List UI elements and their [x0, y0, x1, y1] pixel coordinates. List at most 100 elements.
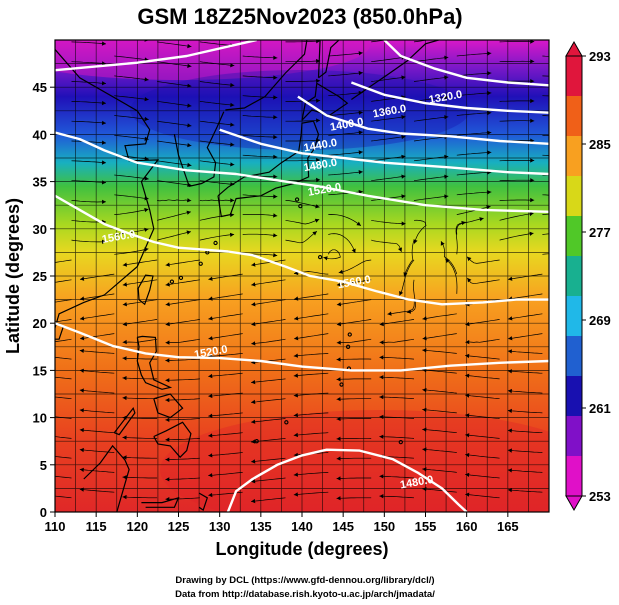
colorbar-segment — [566, 336, 582, 377]
coastline — [141, 496, 180, 508]
streamline-arrow — [316, 98, 321, 103]
streamline-arrow — [101, 120, 106, 125]
streamline — [323, 249, 341, 260]
contour-label: 1360.0 — [372, 103, 407, 121]
streamline — [465, 338, 500, 343]
height-contour — [226, 448, 468, 512]
streamline — [242, 95, 278, 98]
y-tick-label: 40 — [33, 127, 47, 142]
streamline — [199, 180, 235, 185]
streamline-arrow — [507, 388, 512, 394]
streamline-arrow — [80, 296, 85, 301]
x-tick-label: 150 — [373, 519, 395, 534]
streamline-arrow — [80, 276, 85, 281]
streamline-arrow — [102, 199, 106, 204]
colorbar-segment — [566, 256, 582, 297]
streamline — [165, 378, 200, 381]
colorbar-segment — [566, 176, 582, 217]
streamline — [122, 357, 158, 360]
streamline — [328, 92, 363, 97]
streamline-arrow — [487, 90, 492, 96]
streamline — [336, 398, 372, 400]
streamline — [55, 456, 72, 459]
y-tick-label: 15 — [33, 363, 47, 378]
streamline-arrow — [273, 75, 278, 80]
streamline — [422, 488, 457, 493]
streamline-arrow — [208, 316, 213, 321]
streamline-arrow — [401, 174, 406, 179]
streamline-arrow — [379, 394, 384, 400]
contour-label: 1520.0 — [307, 181, 342, 199]
streamline — [413, 40, 431, 43]
streamline-arrow — [122, 302, 127, 307]
streamline-arrow — [273, 194, 278, 199]
streamline — [122, 417, 158, 419]
coastline — [113, 406, 136, 436]
streamline-arrow — [37, 302, 41, 306]
streamline-arrow — [101, 61, 106, 66]
streamline — [499, 179, 535, 182]
streamline — [508, 293, 543, 300]
streamline — [499, 232, 534, 241]
streamline — [165, 438, 200, 441]
streamline-arrow — [530, 40, 535, 44]
streamline — [440, 241, 458, 275]
streamline — [499, 120, 535, 122]
streamline-arrow — [101, 180, 106, 185]
streamline-arrow — [230, 182, 235, 187]
streamline — [71, 81, 107, 84]
streamline-arrow — [379, 494, 384, 499]
y-axis-label: Latitude (degrees) — [3, 198, 23, 354]
streamline — [455, 221, 466, 255]
streamline-arrow — [507, 349, 512, 354]
streamline-arrow — [273, 115, 278, 120]
streamline-arrow — [293, 492, 298, 497]
streamline — [71, 120, 107, 124]
height-contours — [55, 40, 549, 512]
streamline — [122, 338, 158, 343]
streamline-arrow — [144, 136, 149, 141]
cold-core-shade — [55, 40, 370, 80]
map-plot-area: 1320.0 1360.0 1400.0 1440.0 1480.0 1520.0 1560… — [37, 40, 549, 512]
streamline-arrow — [336, 357, 341, 362]
streamline — [114, 194, 149, 200]
streamline — [293, 353, 329, 357]
streamline — [55, 495, 72, 499]
streamline-arrow — [251, 399, 256, 405]
colorbar-segment — [566, 296, 582, 337]
coastline — [153, 393, 184, 419]
streamline — [285, 80, 321, 82]
streamline — [71, 180, 107, 183]
streamline — [371, 116, 406, 122]
x-tick-label: 155 — [415, 519, 437, 534]
streamline-arrow — [273, 174, 278, 179]
streamline-arrow — [336, 340, 341, 345]
streamline-arrow — [358, 130, 363, 135]
streamline-arrow — [487, 71, 492, 76]
streamline-arrow — [530, 178, 535, 183]
streamline — [293, 372, 329, 377]
streamline-arrow — [444, 174, 449, 179]
y-tick-label: 0 — [40, 505, 47, 520]
streamline — [208, 273, 243, 280]
colorbar-frame — [565, 55, 583, 497]
streamline — [79, 350, 115, 354]
streamline — [465, 414, 500, 419]
streamline — [157, 140, 192, 147]
streamline-arrow — [413, 239, 418, 244]
streamline-arrow — [465, 413, 470, 418]
streamline — [445, 258, 458, 294]
island — [294, 197, 300, 202]
streamline — [542, 115, 549, 117]
contour-label: 1520.0 — [193, 344, 228, 362]
streamline-arrow — [187, 162, 192, 168]
streamline-arrow — [144, 156, 149, 161]
streamline-arrow — [122, 339, 127, 345]
streamline — [285, 139, 321, 142]
streamline-arrow — [508, 316, 513, 321]
streamline-arrow — [401, 134, 406, 140]
streamline — [79, 429, 115, 434]
streamline — [456, 132, 492, 136]
coastline — [317, 40, 340, 79]
colorbar-label: 261 — [589, 401, 611, 416]
